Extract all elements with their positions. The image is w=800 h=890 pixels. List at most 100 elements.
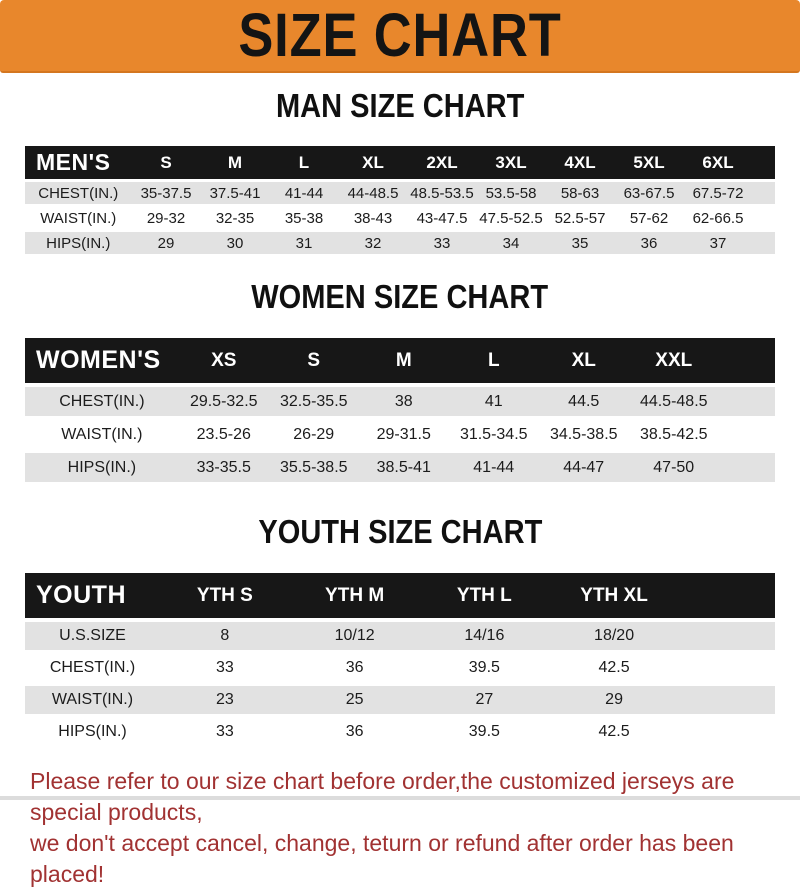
- size-value: 41: [448, 387, 539, 416]
- spacer-cell: [718, 420, 775, 449]
- man-table-header-row: MEN'S S M L XL 2XL 3XL 4XL 5XL 6XL: [25, 146, 775, 179]
- man-section-heading-text: MAN SIZE CHART: [275, 87, 525, 124]
- size-chart-banner: SIZE CHART: [0, 0, 800, 73]
- table-row-hips: HIPS(IN.) 33 36 39.5 42.5: [25, 718, 775, 746]
- bottom-divider: [0, 796, 800, 800]
- table-row-ussize: U.S.SIZE 8 10/12 14/16 18/20: [25, 622, 775, 650]
- size-value: 23.5-26: [178, 420, 269, 449]
- size-value: 39.5: [419, 718, 550, 746]
- spacer-cell: [678, 654, 775, 682]
- size-value: 26-29: [268, 420, 359, 449]
- youth-section-heading: YOUTH SIZE CHART: [0, 514, 800, 557]
- spacer-cell: [752, 207, 775, 229]
- table-row-hips: HIPS(IN.) 29 30 31 32 33 34 35 36 37: [25, 232, 775, 254]
- table-row-chest: CHEST(IN.) 35-37.5 37.5-41 41-44 44-48.5…: [25, 182, 775, 204]
- row-label: WAIST(IN.): [25, 420, 179, 449]
- size-value: 14/16: [419, 622, 550, 650]
- column-header: YTH M: [289, 573, 420, 618]
- column-header: XL: [338, 146, 408, 179]
- size-value: 35.5-38.5: [268, 453, 359, 482]
- size-value: 10/12: [289, 622, 420, 650]
- size-value: 48.5-53.5: [407, 182, 477, 204]
- size-value: 53.5-58: [476, 182, 546, 204]
- column-header: XL: [538, 338, 629, 383]
- youth-table-header-row: YOUTH YTH S YTH M YTH L YTH XL: [25, 573, 775, 618]
- women-size-table: WOMEN'S XS S M L XL XXL CHEST(IN.) 29.5-…: [25, 334, 775, 486]
- women-table-title-cell: WOMEN'S: [25, 338, 179, 383]
- size-value: 35-37.5: [131, 182, 201, 204]
- size-value: 29-31.5: [358, 420, 449, 449]
- column-header: M: [200, 146, 270, 179]
- size-value: 32-35: [200, 207, 270, 229]
- youth-table-title-cell: YOUTH: [25, 573, 160, 618]
- row-label: CHEST(IN.): [25, 654, 160, 682]
- spacer-cell: [678, 622, 775, 650]
- row-label: CHEST(IN.): [25, 387, 179, 416]
- spacer-cell: [678, 686, 775, 714]
- table-row-waist: WAIST(IN.) 23.5-26 26-29 29-31.5 31.5-34…: [25, 420, 775, 449]
- size-value: 52.5-57: [545, 207, 615, 229]
- size-value: 18/20: [549, 622, 679, 650]
- size-value: 33: [160, 654, 290, 682]
- size-value: 34: [476, 232, 546, 254]
- size-value: 37: [683, 232, 753, 254]
- size-value: 25: [289, 686, 420, 714]
- size-value: 35: [545, 232, 615, 254]
- youth-size-table: YOUTH YTH S YTH M YTH L YTH XL U.S.SIZE …: [25, 569, 775, 750]
- size-value: 36: [289, 654, 420, 682]
- man-table-title-cell: MEN'S: [25, 146, 132, 179]
- women-section-heading-text: WOMEN SIZE CHART: [251, 278, 549, 315]
- size-value: 63-67.5: [614, 182, 684, 204]
- size-value: 43-47.5: [407, 207, 477, 229]
- size-value: 32: [338, 232, 408, 254]
- size-value: 31: [269, 232, 339, 254]
- size-value: 42.5: [549, 654, 679, 682]
- size-value: 35-38: [269, 207, 339, 229]
- size-value: 47-50: [628, 453, 719, 482]
- table-row-hips: HIPS(IN.) 33-35.5 35.5-38.5 38.5-41 41-4…: [25, 453, 775, 482]
- spacer-cell: [678, 573, 775, 618]
- table-row-chest: CHEST(IN.) 29.5-32.5 32.5-35.5 38 41 44.…: [25, 387, 775, 416]
- size-value: 38.5-41: [358, 453, 449, 482]
- row-label: WAIST(IN.): [25, 686, 160, 714]
- size-value: 67.5-72: [683, 182, 753, 204]
- size-value: 58-63: [545, 182, 615, 204]
- size-value: 42.5: [549, 718, 679, 746]
- size-value: 36: [614, 232, 684, 254]
- size-value: 57-62: [614, 207, 684, 229]
- size-value: 23: [160, 686, 290, 714]
- size-value: 33-35.5: [178, 453, 269, 482]
- order-note: Please refer to our size chart before or…: [0, 766, 800, 890]
- size-value: 29: [549, 686, 679, 714]
- youth-section-heading-text: YOUTH SIZE CHART: [258, 513, 542, 550]
- spacer-cell: [718, 387, 775, 416]
- column-header: S: [268, 338, 359, 383]
- size-value: 39.5: [419, 654, 550, 682]
- table-row-waist: WAIST(IN.) 23 25 27 29: [25, 686, 775, 714]
- row-label: WAIST(IN.): [25, 207, 132, 229]
- size-value: 27: [419, 686, 550, 714]
- size-value: 37.5-41: [200, 182, 270, 204]
- column-header: L: [269, 146, 339, 179]
- column-header: L: [448, 338, 539, 383]
- size-value: 41-44: [269, 182, 339, 204]
- spacer-cell: [678, 718, 775, 746]
- column-header: 2XL: [407, 146, 477, 179]
- size-value: 29: [131, 232, 201, 254]
- size-value: 36: [289, 718, 420, 746]
- size-value: 29.5-32.5: [178, 387, 269, 416]
- size-value: 44.5-48.5: [628, 387, 719, 416]
- row-label: U.S.SIZE: [25, 622, 160, 650]
- spacer-cell: [752, 146, 775, 179]
- size-value: 34.5-38.5: [538, 420, 629, 449]
- spacer-cell: [752, 232, 775, 254]
- size-value: 8: [160, 622, 290, 650]
- column-header: M: [358, 338, 449, 383]
- column-header: 3XL: [476, 146, 546, 179]
- column-header: XXL: [628, 338, 719, 383]
- row-label: HIPS(IN.): [25, 453, 179, 482]
- size-value: 41-44: [448, 453, 539, 482]
- spacer-cell: [752, 182, 775, 204]
- size-value: 44.5: [538, 387, 629, 416]
- size-value: 33: [160, 718, 290, 746]
